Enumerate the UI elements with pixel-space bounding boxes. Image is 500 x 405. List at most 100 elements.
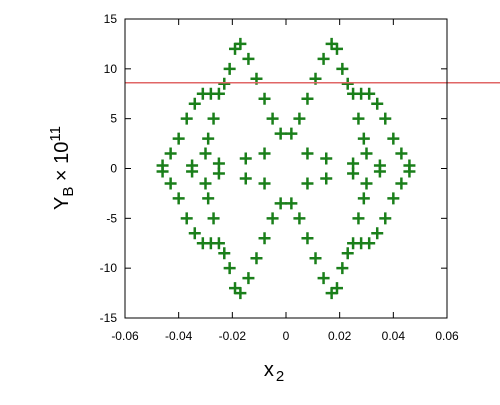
point xyxy=(156,165,169,178)
point xyxy=(336,262,349,275)
point xyxy=(199,177,212,190)
point xyxy=(395,147,408,160)
point xyxy=(207,212,220,225)
point xyxy=(360,147,373,160)
y-label-base: Y xyxy=(51,197,73,210)
point xyxy=(242,272,255,285)
point xyxy=(258,147,271,160)
point xyxy=(258,92,271,105)
x-tick-label: -0.06 xyxy=(111,329,139,343)
point xyxy=(218,77,231,90)
point xyxy=(207,112,220,125)
point xyxy=(164,147,177,160)
point xyxy=(301,92,314,105)
point xyxy=(274,127,287,140)
point xyxy=(320,152,333,165)
point xyxy=(258,232,271,245)
point xyxy=(172,192,185,205)
x-tick-label: 0 xyxy=(283,329,290,343)
point xyxy=(371,227,384,240)
point xyxy=(266,212,279,225)
point xyxy=(242,52,255,65)
point xyxy=(223,62,236,75)
point xyxy=(188,97,201,110)
point xyxy=(274,197,287,210)
y-label-sub: B xyxy=(60,187,77,197)
y-axis-label: YB × 1011 xyxy=(47,126,77,210)
point xyxy=(202,192,215,205)
point xyxy=(293,112,306,125)
x-tick-label: -0.02 xyxy=(219,329,247,343)
point xyxy=(317,272,330,285)
point xyxy=(199,147,212,160)
y-tick-label: 0 xyxy=(110,162,117,176)
point xyxy=(250,252,263,265)
x-label-base: x xyxy=(264,359,274,381)
point xyxy=(218,247,231,260)
point xyxy=(202,132,215,145)
point xyxy=(317,52,330,65)
point xyxy=(330,282,343,295)
point xyxy=(371,97,384,110)
x-tick-label: 0.04 xyxy=(382,329,406,343)
point xyxy=(347,167,360,180)
point xyxy=(403,165,416,178)
point xyxy=(188,227,201,240)
point xyxy=(352,212,365,225)
x-tick-label: 0.06 xyxy=(435,329,459,343)
point xyxy=(360,177,373,190)
point xyxy=(357,192,370,205)
point xyxy=(196,87,209,100)
point xyxy=(196,237,209,250)
point xyxy=(180,112,193,125)
y-tick-label: -10 xyxy=(100,261,118,275)
point xyxy=(212,167,225,180)
y-tick-label: -15 xyxy=(100,311,118,325)
y-label-sup: 11 xyxy=(47,126,64,142)
point xyxy=(285,127,298,140)
x-tick-label: -0.04 xyxy=(165,329,193,343)
point xyxy=(301,147,314,160)
point xyxy=(330,42,343,55)
point xyxy=(379,112,392,125)
point xyxy=(363,87,376,100)
point xyxy=(223,262,236,275)
point xyxy=(341,247,354,260)
x-label-sub: 2 xyxy=(276,368,284,385)
point xyxy=(164,177,177,190)
point xyxy=(336,62,349,75)
y-tick-label: 15 xyxy=(104,12,118,26)
point xyxy=(301,177,314,190)
y-tick-label: 10 xyxy=(104,62,118,76)
point xyxy=(379,212,392,225)
point xyxy=(301,232,314,245)
y-label-mid: × 10 xyxy=(51,142,73,187)
point xyxy=(387,132,400,145)
point xyxy=(309,252,322,265)
point xyxy=(266,112,279,125)
point xyxy=(320,172,333,185)
point xyxy=(341,77,354,90)
point xyxy=(293,212,306,225)
point xyxy=(357,132,370,145)
point xyxy=(387,192,400,205)
point xyxy=(352,112,365,125)
point xyxy=(172,132,185,145)
point xyxy=(258,177,271,190)
point xyxy=(395,177,408,190)
point xyxy=(239,152,252,165)
point xyxy=(229,282,242,295)
point xyxy=(186,165,199,178)
point xyxy=(363,237,376,250)
point xyxy=(285,197,298,210)
y-tick-label: -5 xyxy=(106,211,117,225)
point xyxy=(229,42,242,55)
x-tick-label: 0.02 xyxy=(328,329,352,343)
y-tick-label: 5 xyxy=(110,112,117,126)
plot-frame xyxy=(124,18,448,319)
point xyxy=(373,165,386,178)
point xyxy=(239,172,252,185)
point xyxy=(180,212,193,225)
